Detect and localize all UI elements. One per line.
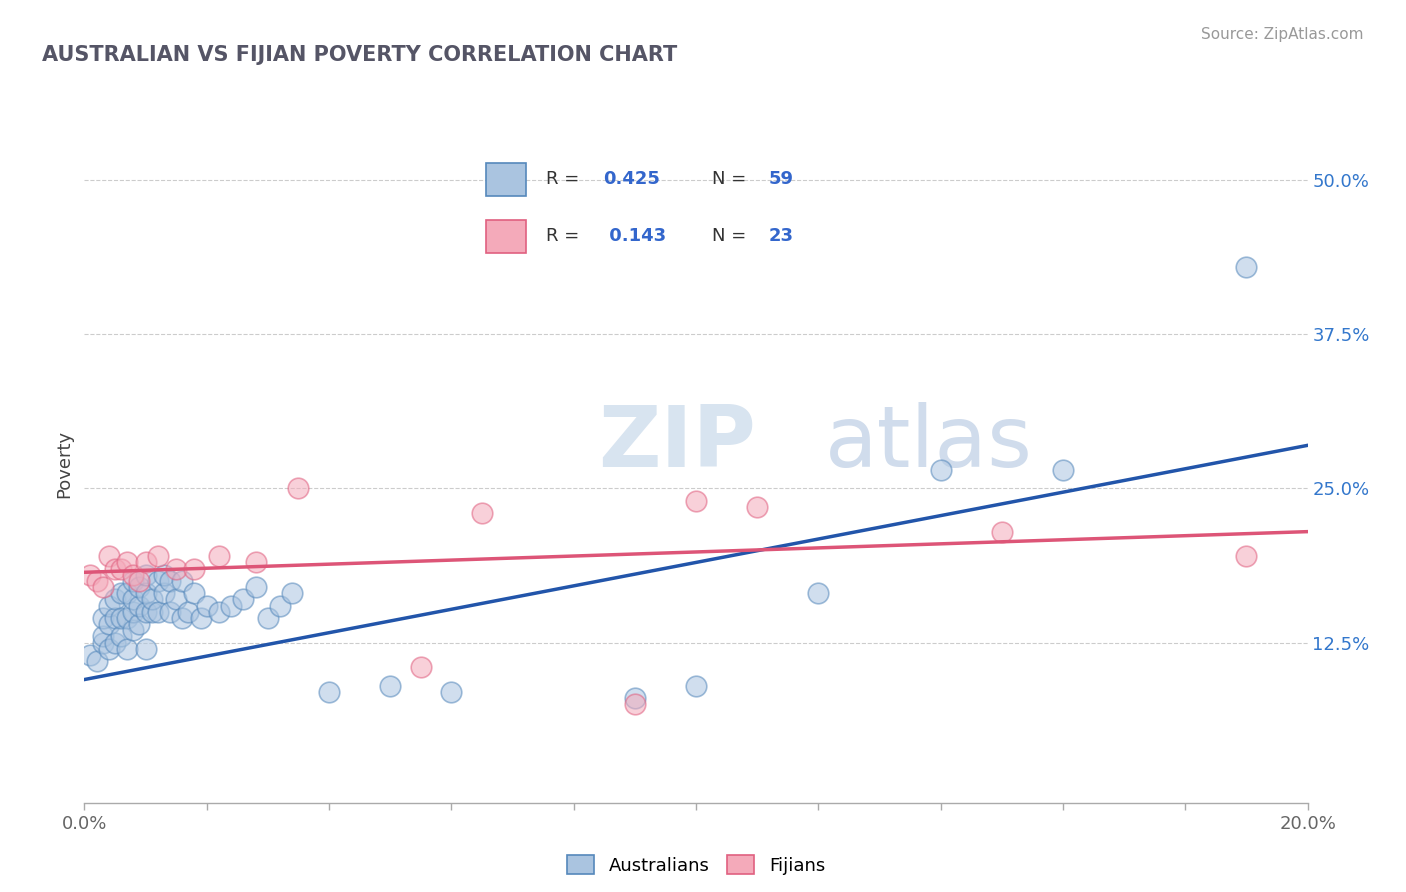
Australians bbox=[159, 605, 181, 619]
Australians bbox=[91, 629, 114, 643]
Australians bbox=[685, 679, 707, 693]
Australians bbox=[104, 592, 127, 607]
Australians bbox=[135, 641, 157, 656]
Fijians bbox=[97, 549, 120, 564]
Australians bbox=[807, 586, 830, 600]
Australians bbox=[269, 599, 291, 613]
Fijians bbox=[287, 482, 309, 496]
Text: 0.425: 0.425 bbox=[603, 170, 659, 188]
Australians bbox=[128, 599, 150, 613]
Australians bbox=[380, 679, 402, 693]
Fijians bbox=[208, 549, 231, 564]
Text: ZIP: ZIP bbox=[598, 402, 756, 485]
Australians bbox=[281, 586, 304, 600]
Australians bbox=[86, 654, 108, 668]
Text: N =: N = bbox=[711, 227, 752, 245]
Text: 0.143: 0.143 bbox=[603, 227, 666, 245]
FancyBboxPatch shape bbox=[486, 163, 526, 196]
Australians bbox=[135, 567, 157, 582]
Fijians bbox=[86, 574, 108, 588]
Text: R =: R = bbox=[547, 170, 585, 188]
Fijians bbox=[110, 561, 132, 575]
Australians bbox=[91, 611, 114, 625]
FancyBboxPatch shape bbox=[486, 219, 526, 253]
Australians bbox=[440, 685, 463, 699]
Australians bbox=[110, 611, 132, 625]
Australians bbox=[97, 617, 120, 632]
Australians bbox=[115, 611, 138, 625]
Australians bbox=[190, 611, 212, 625]
Australians bbox=[115, 586, 138, 600]
Australians bbox=[104, 611, 127, 625]
Y-axis label: Poverty: Poverty bbox=[55, 430, 73, 498]
Fijians bbox=[146, 549, 169, 564]
Fijians bbox=[79, 567, 101, 582]
Australians bbox=[115, 641, 138, 656]
Australians bbox=[159, 574, 181, 588]
Australians bbox=[135, 605, 157, 619]
Australians bbox=[172, 574, 194, 588]
Text: N =: N = bbox=[711, 170, 752, 188]
Australians bbox=[245, 580, 267, 594]
Fijians bbox=[115, 556, 138, 570]
Legend: Australians, Fijians: Australians, Fijians bbox=[560, 848, 832, 882]
Australians bbox=[141, 605, 163, 619]
Text: R =: R = bbox=[547, 227, 585, 245]
Australians bbox=[153, 567, 176, 582]
Fijians bbox=[91, 580, 114, 594]
Australians bbox=[195, 599, 218, 613]
Australians bbox=[128, 580, 150, 594]
Fijians bbox=[245, 556, 267, 570]
Australians bbox=[208, 605, 231, 619]
Australians bbox=[79, 648, 101, 662]
Fijians bbox=[128, 574, 150, 588]
Fijians bbox=[183, 561, 205, 575]
Australians bbox=[1236, 260, 1258, 274]
Australians bbox=[141, 592, 163, 607]
Australians bbox=[97, 641, 120, 656]
Text: Source: ZipAtlas.com: Source: ZipAtlas.com bbox=[1201, 27, 1364, 42]
Australians bbox=[122, 574, 145, 588]
Australians bbox=[128, 617, 150, 632]
Australians bbox=[110, 629, 132, 643]
Fijians bbox=[135, 556, 157, 570]
Australians bbox=[135, 586, 157, 600]
Australians bbox=[146, 605, 169, 619]
Australians bbox=[232, 592, 254, 607]
Australians bbox=[183, 586, 205, 600]
Australians bbox=[219, 599, 242, 613]
Fijians bbox=[122, 567, 145, 582]
Fijians bbox=[471, 506, 494, 520]
Text: 23: 23 bbox=[769, 227, 793, 245]
Text: AUSTRALIAN VS FIJIAN POVERTY CORRELATION CHART: AUSTRALIAN VS FIJIAN POVERTY CORRELATION… bbox=[42, 45, 678, 64]
Fijians bbox=[624, 697, 647, 711]
Australians bbox=[146, 574, 169, 588]
Australians bbox=[177, 605, 200, 619]
Fijians bbox=[165, 561, 187, 575]
Australians bbox=[104, 635, 127, 649]
Australians bbox=[1052, 463, 1074, 477]
Australians bbox=[929, 463, 952, 477]
Australians bbox=[165, 592, 187, 607]
Australians bbox=[153, 586, 176, 600]
Australians bbox=[318, 685, 340, 699]
Fijians bbox=[991, 524, 1014, 539]
Fijians bbox=[1236, 549, 1258, 564]
Fijians bbox=[409, 660, 432, 674]
Fijians bbox=[685, 493, 707, 508]
Text: 59: 59 bbox=[769, 170, 793, 188]
Australians bbox=[172, 611, 194, 625]
Australians bbox=[110, 586, 132, 600]
Australians bbox=[624, 691, 647, 706]
Australians bbox=[257, 611, 280, 625]
Australians bbox=[97, 599, 120, 613]
Australians bbox=[122, 605, 145, 619]
Text: atlas: atlas bbox=[824, 402, 1032, 485]
Fijians bbox=[747, 500, 769, 514]
Australians bbox=[122, 624, 145, 638]
Australians bbox=[122, 592, 145, 607]
Australians bbox=[91, 635, 114, 649]
Fijians bbox=[104, 561, 127, 575]
